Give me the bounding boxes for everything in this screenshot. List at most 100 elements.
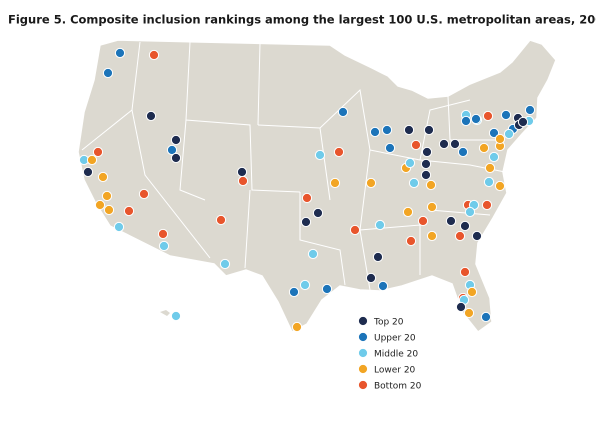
metro-dot [377, 280, 389, 292]
metro-dot [301, 192, 313, 204]
metro-dot [170, 152, 182, 164]
metro-dot [482, 110, 494, 122]
metro-dot [312, 207, 324, 219]
metro-dot [138, 188, 150, 200]
metro-dot [291, 321, 303, 333]
metro-dot [97, 171, 109, 183]
us-map [77, 39, 557, 334]
metro-dot [333, 146, 345, 158]
metro-dot [86, 154, 98, 166]
metro-dot [158, 240, 170, 252]
metro-dot [454, 230, 466, 242]
metro-dot [381, 124, 393, 136]
metro-dot [114, 47, 126, 59]
metro-dot [494, 180, 506, 192]
metro-dot [426, 201, 438, 213]
metro-dot [94, 199, 106, 211]
metro-dot [500, 109, 512, 121]
metro-dot [494, 133, 506, 145]
metro-dot [403, 124, 415, 136]
metro-dot [503, 128, 515, 140]
metro-dot [459, 266, 471, 278]
metro-dot [483, 176, 495, 188]
metro-dot [421, 146, 433, 158]
metro-dot [82, 166, 94, 178]
metro-dot [113, 221, 125, 233]
legend-swatch [357, 347, 369, 359]
figure-title: Figure 5. Composite inclusion rankings a… [8, 13, 596, 27]
metro-dot [166, 144, 178, 156]
metro-dot [288, 286, 300, 298]
legend-label: Middle 20 [374, 350, 418, 360]
metro-dot [329, 177, 341, 189]
metro-dot [321, 283, 333, 295]
metro-dot [299, 279, 311, 291]
metro-dot [480, 311, 492, 323]
metro-dot [170, 310, 182, 322]
metro-dot [314, 149, 326, 161]
metro-dot [463, 307, 475, 319]
metro-dot [365, 272, 377, 284]
metro-dot [102, 67, 114, 79]
metro-dot [123, 205, 135, 217]
metro-dot [425, 179, 437, 191]
metro-dot [426, 230, 438, 242]
metro-dot [408, 177, 420, 189]
legend-label: Top 20 [373, 318, 404, 328]
metro-dot [410, 139, 422, 151]
metro-dot [438, 138, 450, 150]
metro-dot [402, 206, 414, 218]
metro-dot [457, 146, 469, 158]
metro-markers [78, 47, 536, 333]
metro-dot [384, 142, 396, 154]
state-borders [81, 41, 506, 291]
metro-dot [423, 124, 435, 136]
metro-dot [145, 110, 157, 122]
metro-dot [417, 215, 429, 227]
legend-label: Lower 20 [374, 366, 416, 376]
metro-dot [488, 127, 500, 139]
metro-dot [484, 162, 496, 174]
metro-dot [157, 228, 169, 240]
metro-dot [445, 215, 457, 227]
metro-dot [374, 219, 386, 231]
legend: Top 20 Upper 20 Middle 20 Lower 20 Bottom 20 [357, 315, 422, 392]
metro-dot [405, 235, 417, 247]
metro-dot [170, 134, 182, 146]
metro-dot [307, 248, 319, 260]
legend-swatch [357, 315, 369, 327]
metro-dot [471, 230, 483, 242]
metro-dot [101, 190, 113, 202]
metro-dot [464, 206, 476, 218]
legend-swatch [357, 331, 369, 343]
metro-dot [524, 104, 536, 116]
metro-dot [148, 49, 160, 61]
metro-dot [517, 116, 529, 128]
metro-dot [103, 204, 115, 216]
metro-dot [215, 214, 227, 226]
metro-dot [420, 169, 432, 181]
metro-dot [478, 142, 490, 154]
metro-dot [337, 106, 349, 118]
metro-dot [488, 151, 500, 163]
us-outline [77, 39, 557, 334]
metro-dot [470, 113, 482, 125]
metro-dot [372, 251, 384, 263]
metro-dot [237, 175, 249, 187]
metro-dot [349, 224, 361, 236]
metro-dot [300, 216, 312, 228]
metro-dot [92, 146, 104, 158]
metro-dot [236, 166, 248, 178]
metro-dot [455, 301, 467, 313]
metro-dot [466, 286, 478, 298]
metro-dot [404, 157, 416, 169]
metro-dot [481, 199, 493, 211]
legend-swatch [357, 379, 369, 391]
metro-dot [365, 177, 377, 189]
metro-dot [219, 258, 231, 270]
metro-dot [420, 158, 432, 170]
metro-dot [460, 115, 472, 127]
metro-dot [369, 126, 381, 138]
